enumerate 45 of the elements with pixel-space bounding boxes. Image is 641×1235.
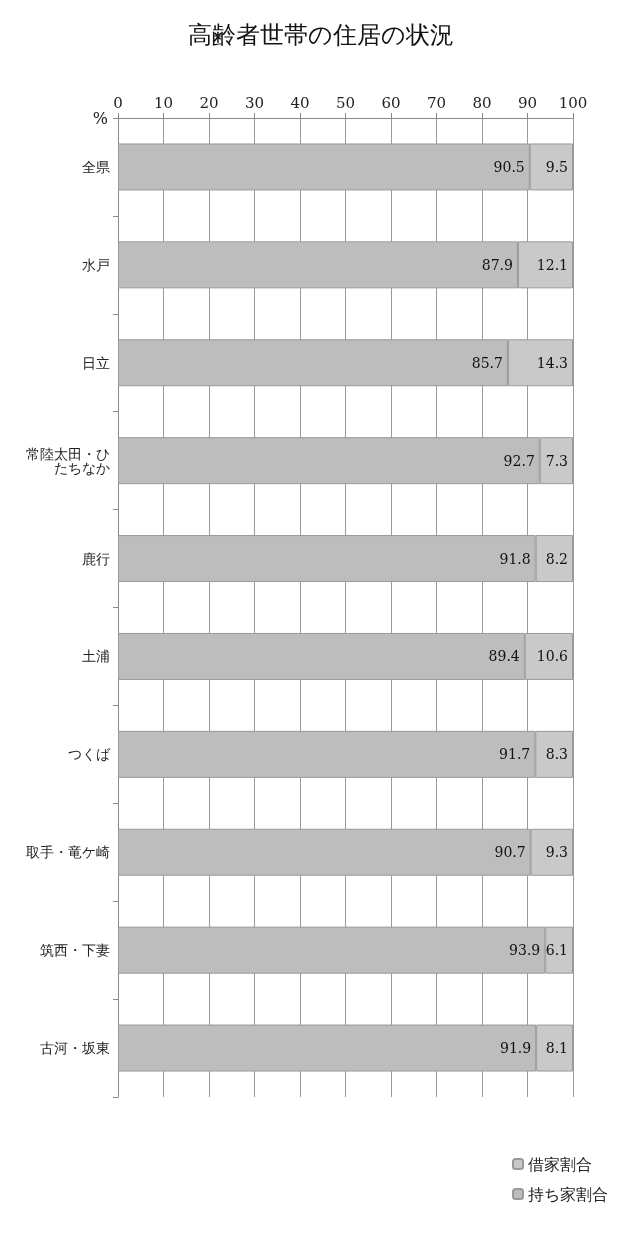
data-label: 7.3 xyxy=(545,452,568,469)
data-label: 85.7 xyxy=(471,354,503,371)
data-label: 93.9 xyxy=(509,942,541,959)
x-tick-label: 50 xyxy=(335,93,356,112)
y-tick-label: 筑西・下妻 xyxy=(40,942,110,959)
data-label: 91.9 xyxy=(499,1040,532,1057)
y-tick-label: 土浦 xyxy=(82,648,110,665)
y-tick-label: 取手・竜ケ崎 xyxy=(26,844,110,861)
data-label: 90.7 xyxy=(494,844,526,861)
data-label: 87.9 xyxy=(481,256,513,273)
data-label: 6.1 xyxy=(545,942,568,959)
y-axis-title: % xyxy=(92,108,108,128)
data-label: 89.4 xyxy=(488,648,520,665)
y-tick-label: 全県 xyxy=(82,158,110,175)
y-tick-label: 日立 xyxy=(82,354,110,371)
x-tick-label: 60 xyxy=(381,93,401,112)
x-tick-label: 70 xyxy=(426,93,447,112)
data-label: 8.3 xyxy=(545,746,568,763)
y-tick-label: つくば xyxy=(68,746,111,763)
legend-label: 持ち家割合 xyxy=(528,1184,608,1204)
x-tick-label: 90 xyxy=(517,93,538,112)
x-tick-label: 30 xyxy=(244,93,265,112)
x-tick-label: 100 xyxy=(558,93,588,112)
data-label: 8.1 xyxy=(545,1040,568,1057)
data-label: 8.2 xyxy=(545,550,568,567)
data-label: 90.5 xyxy=(493,158,525,175)
legend-label: 借家割合 xyxy=(528,1154,592,1174)
data-label: 91.8 xyxy=(499,550,531,567)
data-label: 10.6 xyxy=(536,648,569,665)
data-label: 12.1 xyxy=(536,256,568,273)
data-label: 9.3 xyxy=(545,844,568,861)
x-tick-label: 20 xyxy=(199,93,219,112)
data-label: 14.3 xyxy=(536,354,568,371)
data-label: 91.7 xyxy=(499,746,531,763)
data-label: 9.5 xyxy=(545,158,568,175)
x-tick-label: 0 xyxy=(113,93,123,112)
x-tick-label: 80 xyxy=(472,93,492,112)
x-tick-label: 40 xyxy=(290,93,310,112)
x-tick-label: 10 xyxy=(153,93,174,112)
y-tick-label: 古河・坂東 xyxy=(40,1040,110,1057)
y-tick-label: 水戸 xyxy=(82,256,110,273)
y-tick-label: 常陸太田・ひたちなか xyxy=(26,445,110,476)
data-label: 92.7 xyxy=(503,452,535,469)
y-tick-label: 鹿行 xyxy=(82,550,110,567)
chart-title: 高齢者世帯の住居の状況 xyxy=(187,21,454,49)
